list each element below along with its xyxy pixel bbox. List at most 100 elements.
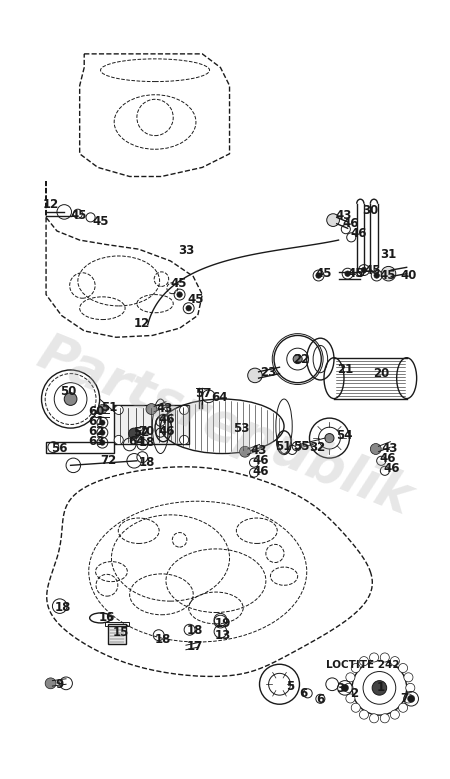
Text: 46: 46 — [159, 425, 175, 439]
Circle shape — [293, 354, 302, 364]
Bar — [114, 405, 189, 445]
Circle shape — [186, 305, 191, 311]
Text: 32: 32 — [310, 441, 326, 453]
Text: 50: 50 — [60, 386, 76, 398]
Text: 18: 18 — [155, 633, 171, 647]
Text: 63: 63 — [88, 435, 104, 448]
Circle shape — [327, 213, 339, 227]
Text: 54: 54 — [336, 429, 352, 442]
Circle shape — [180, 435, 189, 445]
Text: 45: 45 — [171, 277, 187, 291]
Circle shape — [360, 710, 369, 719]
Text: 22: 22 — [293, 353, 309, 365]
Circle shape — [351, 664, 360, 672]
Circle shape — [64, 393, 77, 405]
Circle shape — [180, 405, 189, 414]
Text: 43: 43 — [336, 209, 352, 222]
Circle shape — [374, 273, 379, 278]
Text: 56: 56 — [50, 442, 67, 455]
Text: 15: 15 — [112, 626, 129, 639]
Text: 45: 45 — [316, 267, 333, 280]
Text: 46: 46 — [159, 414, 175, 426]
Text: LOCTITE 242: LOCTITE 242 — [326, 660, 400, 670]
Text: 51: 51 — [101, 400, 118, 414]
Circle shape — [341, 684, 349, 692]
Text: 21: 21 — [337, 364, 353, 376]
Text: 12: 12 — [133, 317, 149, 330]
Text: 5: 5 — [286, 681, 294, 693]
Circle shape — [380, 714, 389, 723]
Text: 64: 64 — [212, 391, 228, 404]
Text: 52: 52 — [133, 426, 150, 439]
Circle shape — [177, 292, 182, 298]
Circle shape — [399, 664, 408, 672]
Circle shape — [99, 430, 105, 435]
Text: 60: 60 — [88, 405, 104, 418]
Circle shape — [404, 673, 413, 682]
Text: 64: 64 — [128, 435, 144, 448]
Circle shape — [248, 368, 262, 382]
Circle shape — [370, 443, 381, 454]
Text: 18: 18 — [55, 601, 72, 614]
Text: 17: 17 — [187, 640, 203, 653]
Text: 62: 62 — [88, 425, 104, 439]
Circle shape — [404, 694, 413, 703]
Text: 46: 46 — [351, 227, 367, 240]
Bar — [105, 622, 129, 626]
Text: 61: 61 — [88, 415, 104, 428]
Circle shape — [361, 267, 367, 273]
Text: 46: 46 — [383, 462, 400, 474]
Circle shape — [45, 678, 56, 689]
Text: 23: 23 — [261, 366, 277, 379]
Text: 46: 46 — [379, 453, 396, 466]
Circle shape — [369, 653, 378, 662]
Text: 18: 18 — [139, 456, 155, 469]
Circle shape — [239, 446, 251, 457]
Circle shape — [381, 266, 396, 281]
Circle shape — [114, 435, 123, 445]
Circle shape — [380, 653, 389, 662]
Text: 30: 30 — [362, 203, 378, 217]
Text: 19: 19 — [215, 617, 231, 630]
Bar — [46, 442, 114, 453]
Circle shape — [390, 710, 400, 719]
Text: 7: 7 — [400, 693, 409, 705]
Text: 18: 18 — [187, 624, 203, 637]
Text: 70: 70 — [139, 425, 155, 439]
Text: 6: 6 — [316, 693, 324, 707]
Circle shape — [114, 405, 123, 414]
Circle shape — [146, 404, 157, 414]
Text: 1: 1 — [377, 682, 385, 694]
Text: 45: 45 — [347, 267, 364, 280]
Circle shape — [346, 673, 355, 682]
Circle shape — [360, 657, 369, 666]
Circle shape — [129, 428, 140, 439]
Text: 43: 43 — [381, 442, 398, 455]
Text: 2: 2 — [351, 687, 359, 700]
Text: 31: 31 — [380, 249, 396, 261]
Circle shape — [346, 694, 355, 703]
Text: 18: 18 — [139, 436, 155, 449]
Text: 72: 72 — [100, 454, 117, 467]
Text: 13: 13 — [215, 629, 231, 642]
Text: 45: 45 — [379, 269, 396, 282]
Text: 9: 9 — [55, 678, 63, 691]
Text: 6: 6 — [300, 687, 308, 700]
Text: 53: 53 — [233, 421, 250, 435]
Text: 16: 16 — [99, 612, 115, 625]
Text: 43: 43 — [251, 444, 267, 457]
Text: 12: 12 — [42, 198, 58, 211]
Circle shape — [406, 683, 415, 693]
Text: 45: 45 — [71, 209, 87, 222]
Text: 45: 45 — [188, 293, 204, 305]
Text: 55: 55 — [293, 440, 310, 453]
Circle shape — [351, 703, 360, 712]
Circle shape — [399, 703, 408, 712]
Circle shape — [344, 683, 353, 693]
Circle shape — [369, 714, 378, 723]
Circle shape — [99, 420, 105, 425]
Text: 20: 20 — [373, 367, 389, 380]
Text: 43: 43 — [157, 402, 173, 414]
Text: 46: 46 — [342, 217, 359, 231]
Text: 45: 45 — [365, 263, 382, 277]
